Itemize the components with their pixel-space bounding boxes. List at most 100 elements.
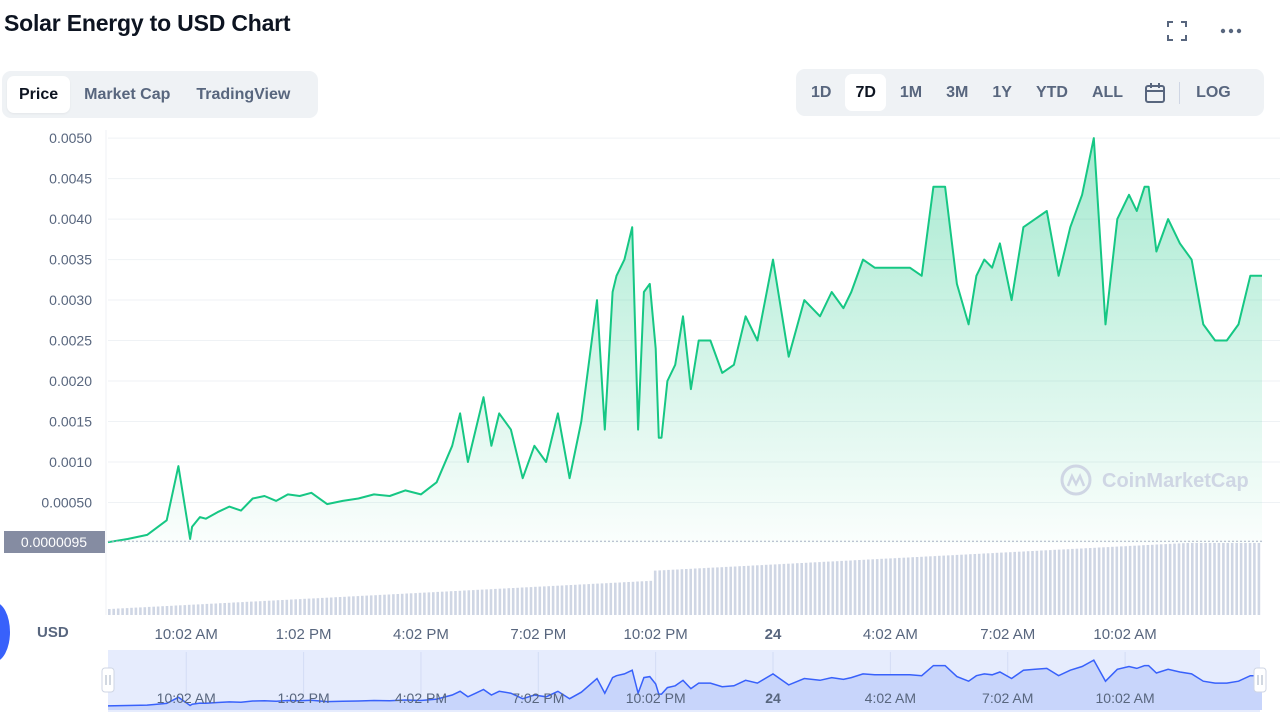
volume-bar bbox=[591, 583, 595, 615]
volume-bar bbox=[929, 556, 932, 615]
fullscreen-icon[interactable] bbox=[1164, 18, 1190, 44]
navigator-right-handle[interactable] bbox=[1253, 667, 1267, 693]
volume-bar bbox=[1257, 543, 1261, 615]
volume-bar bbox=[1239, 543, 1243, 615]
volume-bar bbox=[1124, 546, 1127, 615]
volume-bar bbox=[1235, 543, 1238, 615]
volume-bar bbox=[1071, 548, 1074, 615]
volume-bar bbox=[898, 557, 901, 615]
navigator-left-handle[interactable] bbox=[101, 667, 115, 693]
volume-bar bbox=[796, 563, 799, 615]
volume-bars bbox=[108, 543, 1261, 615]
volume-bar bbox=[587, 584, 590, 615]
volume-bar bbox=[316, 598, 320, 615]
navigator-x-tick-label: 24 bbox=[765, 690, 781, 706]
watermark-text: CoinMarketCap bbox=[1102, 470, 1249, 492]
more-icon[interactable] bbox=[1218, 18, 1244, 44]
volume-bar bbox=[529, 587, 533, 615]
y-tick-label: 0.0040 bbox=[49, 211, 92, 227]
navigator-x-tick-label: 10:02 AM bbox=[1096, 690, 1155, 706]
volume-bar bbox=[955, 554, 959, 615]
volume-bar bbox=[485, 589, 488, 615]
volume-bar bbox=[973, 554, 977, 615]
current-price-label: 0.0000095 bbox=[21, 534, 87, 550]
volume-bar bbox=[196, 604, 200, 615]
volume-bar bbox=[671, 569, 675, 615]
navigator-x-tick-label: 1:02 PM bbox=[278, 690, 330, 706]
volume-bar bbox=[609, 582, 613, 615]
calendar-icon[interactable] bbox=[1137, 74, 1173, 111]
volume-bar bbox=[747, 565, 750, 615]
volume-bar bbox=[791, 563, 795, 615]
volume-bar bbox=[627, 582, 630, 615]
avatar[interactable] bbox=[0, 602, 10, 662]
volume-bar bbox=[1004, 552, 1008, 615]
volume-bar bbox=[183, 605, 187, 615]
volume-bar bbox=[840, 560, 843, 615]
volume-bar bbox=[1000, 552, 1003, 615]
range-3m[interactable]: 3M bbox=[946, 83, 969, 101]
navigator-x-tick-label: 7:02 AM bbox=[982, 690, 1033, 706]
volume-bar bbox=[498, 588, 502, 615]
volume-bar bbox=[134, 607, 138, 615]
volume-bar bbox=[729, 566, 732, 615]
volume-bar bbox=[995, 552, 999, 615]
volume-bar bbox=[893, 558, 897, 615]
volume-bar bbox=[307, 598, 311, 615]
volume-bar bbox=[906, 557, 910, 615]
volume-bar bbox=[711, 567, 715, 615]
log-toggle[interactable]: LOG bbox=[1196, 83, 1231, 101]
volume-bar bbox=[365, 595, 368, 615]
x-tick-label: 10:02 AM bbox=[155, 626, 218, 643]
tab-price[interactable]: Price bbox=[7, 76, 71, 113]
volume-bar bbox=[716, 567, 719, 615]
volume-bar bbox=[347, 596, 351, 615]
volume-bar bbox=[614, 582, 617, 615]
volume-bar bbox=[263, 600, 266, 615]
tab-tradingview[interactable]: TradingView bbox=[196, 85, 291, 103]
x-tick-label: 24 bbox=[765, 626, 782, 643]
volume-bar bbox=[813, 562, 817, 615]
volume-bar bbox=[205, 603, 209, 615]
volume-bar bbox=[547, 586, 550, 615]
volume-bar bbox=[409, 593, 413, 615]
range-1m[interactable]: 1M bbox=[899, 83, 923, 101]
volume-bar bbox=[1204, 543, 1207, 615]
volume-bar bbox=[938, 555, 941, 615]
volume-bar bbox=[867, 559, 870, 615]
volume-bar bbox=[653, 570, 657, 615]
volume-bar bbox=[960, 554, 963, 615]
range-ytd[interactable]: YTD bbox=[1035, 83, 1068, 101]
volume-bar bbox=[707, 567, 710, 615]
range-all[interactable]: ALL bbox=[1091, 83, 1124, 101]
range-7d[interactable]: 7D bbox=[845, 74, 886, 111]
volume-bar bbox=[875, 559, 879, 615]
volume-bar bbox=[511, 588, 515, 615]
tab-market-cap[interactable]: Market Cap bbox=[84, 85, 171, 103]
volume-bar bbox=[565, 585, 568, 615]
volume-bar bbox=[436, 591, 439, 615]
volume-bar bbox=[1191, 543, 1194, 615]
navigator-x-tick-label: 7:02 PM bbox=[512, 690, 564, 706]
volume-bar bbox=[849, 560, 852, 615]
navigator[interactable]: 10:02 AM 1:02 PM 4:02 PM 7:02 PM 10:02 PM 24 4… bbox=[101, 650, 1267, 712]
volume-bar bbox=[596, 583, 599, 615]
volume-bar bbox=[640, 581, 644, 615]
volume-bar bbox=[219, 603, 222, 615]
volume-bar bbox=[281, 600, 284, 615]
volume-bar bbox=[396, 594, 400, 615]
volume-bar bbox=[1115, 546, 1119, 615]
volume-bar bbox=[1168, 543, 1172, 615]
volume-bar bbox=[911, 557, 914, 615]
volume-bar bbox=[1128, 545, 1132, 615]
volume-bar bbox=[1195, 543, 1198, 615]
volume-bar bbox=[476, 589, 479, 615]
volume-bar bbox=[1031, 551, 1034, 615]
range-1d[interactable]: 1D bbox=[811, 83, 832, 101]
volume-bar bbox=[267, 600, 271, 615]
range-1y[interactable]: 1Y bbox=[992, 83, 1012, 101]
volume-bar bbox=[969, 554, 972, 615]
range-separator bbox=[1179, 81, 1181, 104]
volume-bar bbox=[352, 596, 355, 615]
